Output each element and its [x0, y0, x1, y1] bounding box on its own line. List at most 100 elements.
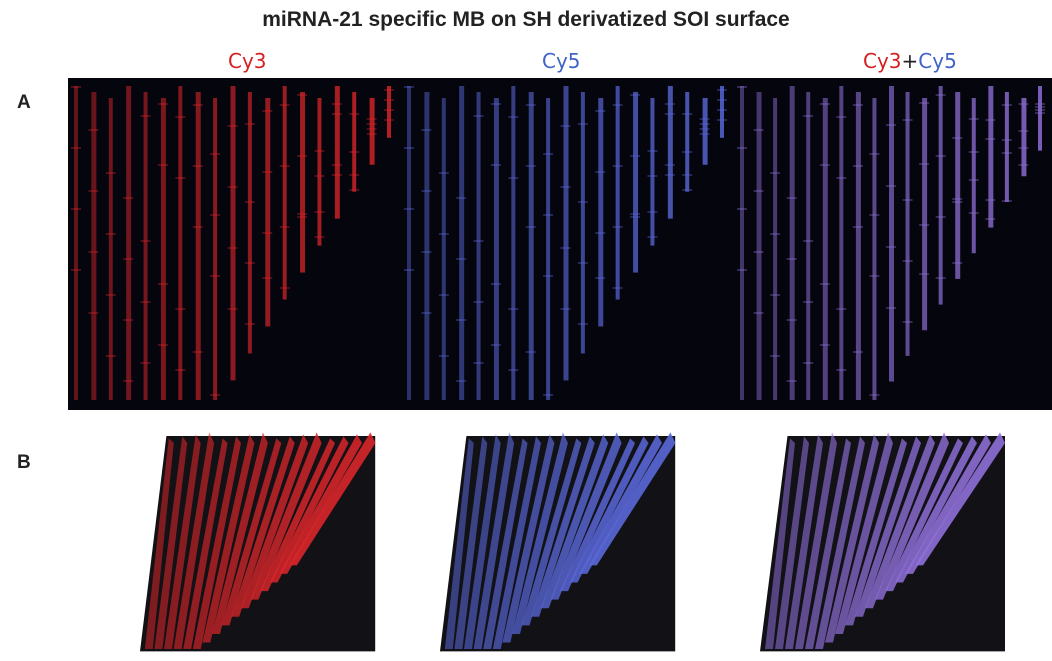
surface-ridge	[183, 438, 228, 649]
speckle	[819, 164, 830, 166]
speckle	[753, 312, 764, 314]
speckle	[836, 308, 847, 310]
speckle	[682, 189, 693, 191]
speckle	[210, 153, 221, 155]
speckle	[1035, 112, 1045, 114]
surface-ridge	[815, 436, 865, 649]
panel-b-merge-surface	[760, 432, 1005, 652]
stripe	[91, 92, 97, 400]
stripe	[633, 92, 639, 273]
speckle	[852, 226, 863, 228]
speckle	[71, 147, 81, 149]
speckle	[968, 118, 979, 120]
speckle	[630, 155, 641, 157]
speckle	[88, 190, 99, 192]
speckle	[508, 369, 519, 371]
speckle	[630, 213, 641, 215]
stripe	[773, 98, 778, 400]
stripe	[872, 98, 877, 400]
surface-ridge	[240, 434, 309, 609]
stripe	[667, 86, 673, 219]
speckle	[595, 232, 606, 234]
speckle	[630, 94, 641, 96]
speckle	[612, 165, 623, 167]
speckle	[331, 113, 342, 115]
speckle	[543, 275, 554, 277]
speckle	[297, 213, 308, 215]
speckle	[404, 147, 414, 149]
speckle	[227, 247, 238, 249]
stripe	[407, 86, 411, 400]
speckle	[140, 115, 151, 117]
speckle	[919, 273, 930, 275]
speckle	[985, 119, 996, 121]
panel-b-cy5	[440, 422, 680, 656]
speckle	[349, 174, 360, 176]
surface-ridge	[550, 432, 622, 600]
speckle	[473, 240, 484, 242]
column-label-cy5: Cy5	[542, 49, 581, 73]
surface-ridge	[454, 436, 488, 649]
panel-b-cy3-surface	[140, 432, 376, 652]
stripe	[905, 92, 910, 356]
stripe	[195, 92, 201, 400]
speckle	[664, 113, 675, 115]
surface-ridge	[775, 436, 809, 649]
speckle	[886, 246, 896, 248]
stripe	[493, 98, 499, 400]
speckle	[647, 236, 658, 238]
speckle	[577, 123, 588, 125]
speckle	[508, 177, 519, 179]
speckle	[314, 236, 325, 238]
speckle	[577, 201, 588, 203]
speckle	[560, 186, 571, 188]
stripe	[546, 98, 551, 400]
speckle	[803, 240, 814, 242]
speckle	[366, 123, 377, 125]
speckle	[192, 351, 203, 353]
speckle	[175, 308, 186, 310]
speckle	[490, 103, 501, 105]
stripe	[213, 98, 218, 400]
surface-ridge	[464, 434, 501, 649]
speckle	[123, 380, 134, 382]
speckle	[175, 369, 186, 371]
surface-ridge	[260, 438, 336, 592]
speckle	[140, 362, 151, 364]
speckle	[647, 175, 658, 177]
speckle	[852, 165, 863, 167]
speckle	[852, 351, 863, 353]
surface-ridge	[875, 432, 949, 600]
speckle	[1001, 139, 1012, 141]
speckle	[836, 177, 847, 179]
stripe	[598, 98, 604, 327]
speckle	[968, 151, 979, 153]
speckle	[210, 214, 221, 216]
speckle	[262, 171, 273, 173]
speckle	[717, 89, 727, 91]
speckle	[819, 103, 830, 105]
column-label-merge: Cy3+Cy5	[863, 49, 957, 73]
speckle	[577, 323, 588, 325]
speckle	[490, 283, 501, 285]
speckle	[543, 394, 554, 396]
stripe	[160, 98, 166, 400]
panel-a-cy3	[68, 78, 401, 410]
surface-ridge	[144, 438, 174, 649]
stripe	[74, 86, 78, 400]
speckle	[123, 258, 134, 260]
speckle	[819, 344, 830, 346]
speckle	[952, 198, 963, 200]
speckle	[105, 294, 116, 296]
speckle	[71, 86, 81, 88]
speckle	[595, 277, 606, 279]
surface-ridge	[502, 434, 555, 643]
speckle	[543, 214, 554, 216]
speckle	[314, 175, 325, 177]
speckle	[123, 319, 134, 321]
speckle	[473, 115, 484, 117]
speckle	[717, 119, 727, 121]
stripe	[300, 92, 306, 273]
speckle	[421, 312, 432, 314]
speckle	[227, 308, 238, 310]
